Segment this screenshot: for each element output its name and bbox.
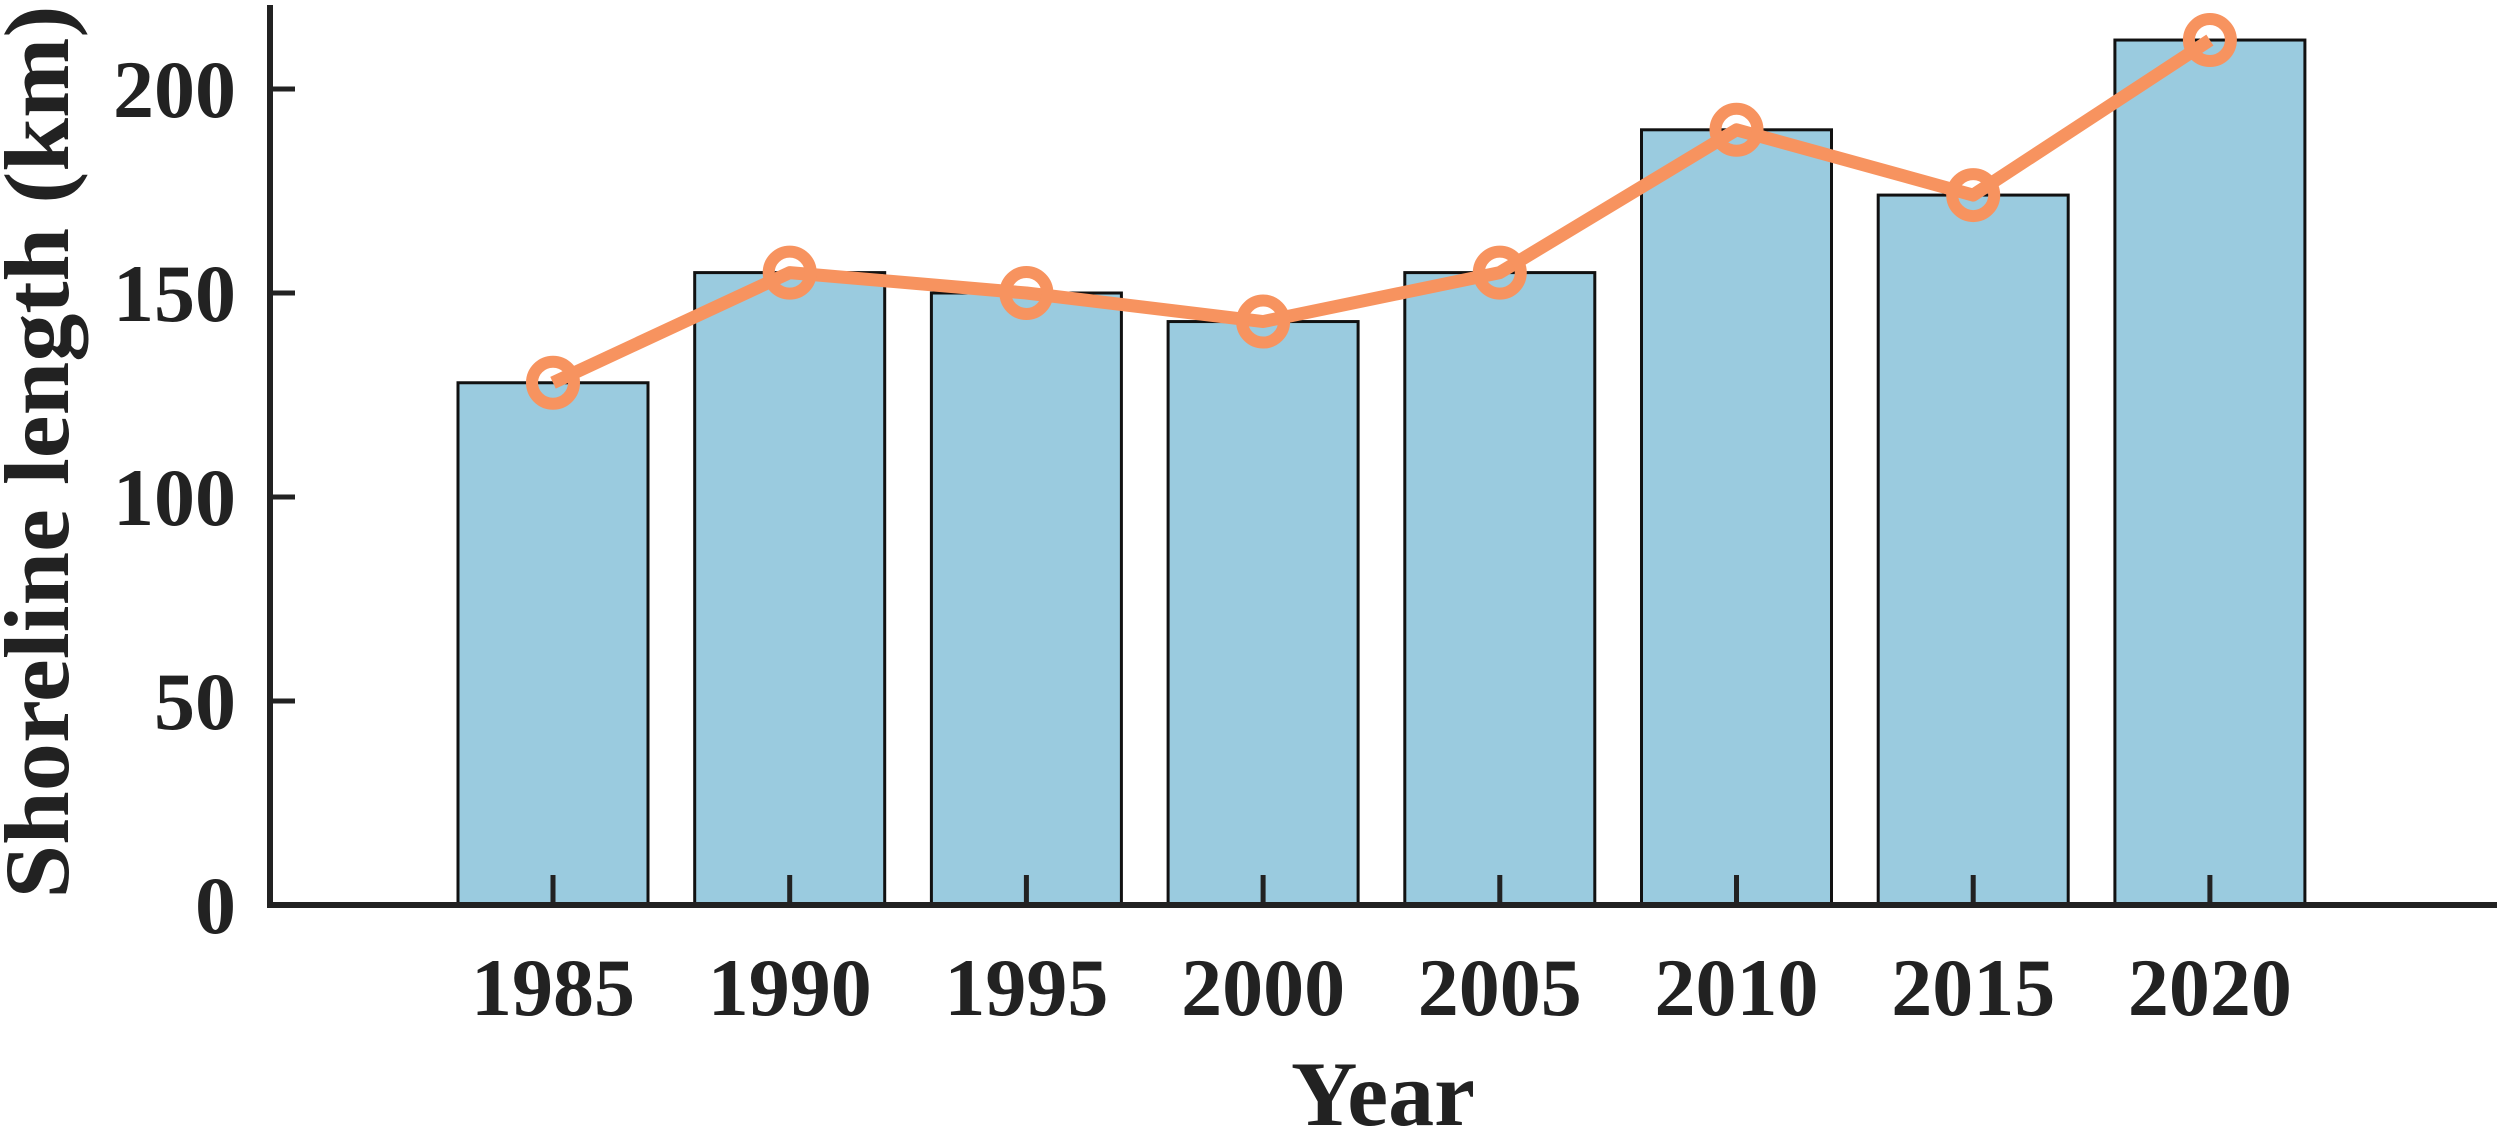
bar-1995	[929, 291, 1123, 907]
y-tick-label-50: 50	[154, 656, 236, 747]
y-tick-label-150: 150	[113, 248, 236, 339]
trend-line	[550, 34, 2214, 389]
x-tick-label-2000: 2000	[1181, 942, 1345, 1033]
y-tick-label-200: 200	[113, 44, 236, 135]
axes	[267, 5, 2497, 908]
y-tick-label-0: 0	[195, 860, 236, 951]
marker-2020	[2182, 13, 2237, 68]
y-axis-tick-labels: 0 50 100 150 200	[113, 44, 236, 951]
x-tick-label-1990: 1990	[708, 942, 872, 1033]
bar-2020	[2113, 38, 2307, 907]
x-axis-tick-labels: 1985 1990 1995 2000 2005 2010 2015 2020	[471, 942, 2292, 1033]
x-tick-label-1985: 1985	[471, 942, 635, 1033]
marker-1995	[999, 266, 1054, 320]
y-axis-ticks	[270, 86, 295, 704]
marker-2010	[1709, 102, 1764, 157]
x-tick-label-2015: 2015	[1891, 942, 2055, 1033]
bar-1985	[456, 381, 650, 907]
x-axis-title: Year	[1291, 1043, 1475, 1131]
bar-series	[456, 38, 2307, 907]
marker-1985	[526, 355, 580, 410]
x-tick-label-2005: 2005	[1418, 942, 1582, 1033]
bar-2010	[1640, 128, 1833, 907]
bar-1990	[693, 271, 887, 907]
y-axis-title: Shoreline length (km)	[0, 6, 88, 899]
x-tick-label-2020: 2020	[2128, 942, 2292, 1033]
x-axis-ticks	[550, 875, 2213, 905]
marker-2015	[1946, 168, 2001, 223]
x-tick-label-2010: 2010	[1655, 942, 1819, 1033]
marker-2005	[1472, 245, 1527, 300]
x-tick-label-1995: 1995	[944, 942, 1108, 1033]
marker-1990	[762, 245, 817, 300]
marker-2000	[1236, 294, 1291, 349]
bar-2005	[1403, 271, 1597, 907]
bar-2000	[1166, 320, 1360, 907]
y-tick-label-100: 100	[113, 452, 236, 543]
line-series	[526, 13, 2237, 410]
bar-2015	[1876, 193, 2070, 907]
